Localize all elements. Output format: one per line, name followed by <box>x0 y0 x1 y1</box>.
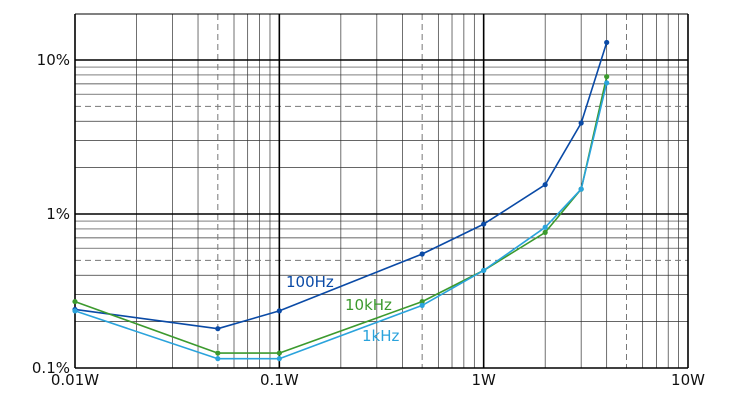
x-tick-label: 10W <box>671 371 705 389</box>
data-point-10khz <box>215 350 221 356</box>
data-point-1khz <box>481 267 487 274</box>
data-point-1khz <box>604 80 610 86</box>
data-point-1khz <box>419 302 425 308</box>
data-point-100hz <box>604 39 610 46</box>
data-point-10khz <box>276 350 282 356</box>
data-point-100hz <box>542 182 548 188</box>
data-point-10khz <box>72 298 78 305</box>
data-point-100hz <box>419 251 425 257</box>
series-line-100hz <box>74 42 608 330</box>
data-point-100hz <box>276 308 282 314</box>
minor-grid <box>75 14 688 368</box>
data-point-1khz <box>215 356 221 362</box>
y-tick-label: 10% <box>37 51 70 69</box>
series-label-100hz: 100Hz <box>286 273 334 291</box>
x-tick-label: 1W <box>471 371 496 389</box>
data-point-100hz <box>215 326 221 332</box>
series-label-1khz: 1kHz <box>362 327 400 345</box>
data-point-1khz <box>542 224 548 230</box>
series-label-10khz: 10kHz <box>345 296 392 314</box>
data-point-10khz <box>419 298 425 305</box>
series-layer <box>72 39 610 362</box>
data-point-100hz <box>578 120 584 126</box>
data-point-1khz <box>72 308 78 314</box>
y-axis-ticks: 0.1% 1% 10% <box>32 51 70 377</box>
x-tick-label: 0.01W <box>51 371 99 389</box>
x-tick-label: 0.1W <box>260 371 299 389</box>
series-labels: 100Hz 10kHz 1kHz <box>286 273 400 345</box>
data-point-1khz <box>276 356 282 362</box>
data-point-10khz <box>542 229 548 235</box>
data-point-100hz <box>481 221 487 227</box>
plot-background <box>75 14 688 368</box>
series-line-1khz <box>74 82 608 360</box>
y-tick-label: 1% <box>46 205 70 223</box>
y-tick-label: 0.1% <box>32 359 70 377</box>
data-point-1khz <box>578 186 584 192</box>
x-axis-ticks: 0.01W 0.1W 1W 10W <box>51 371 705 389</box>
data-point-10khz <box>604 74 610 80</box>
